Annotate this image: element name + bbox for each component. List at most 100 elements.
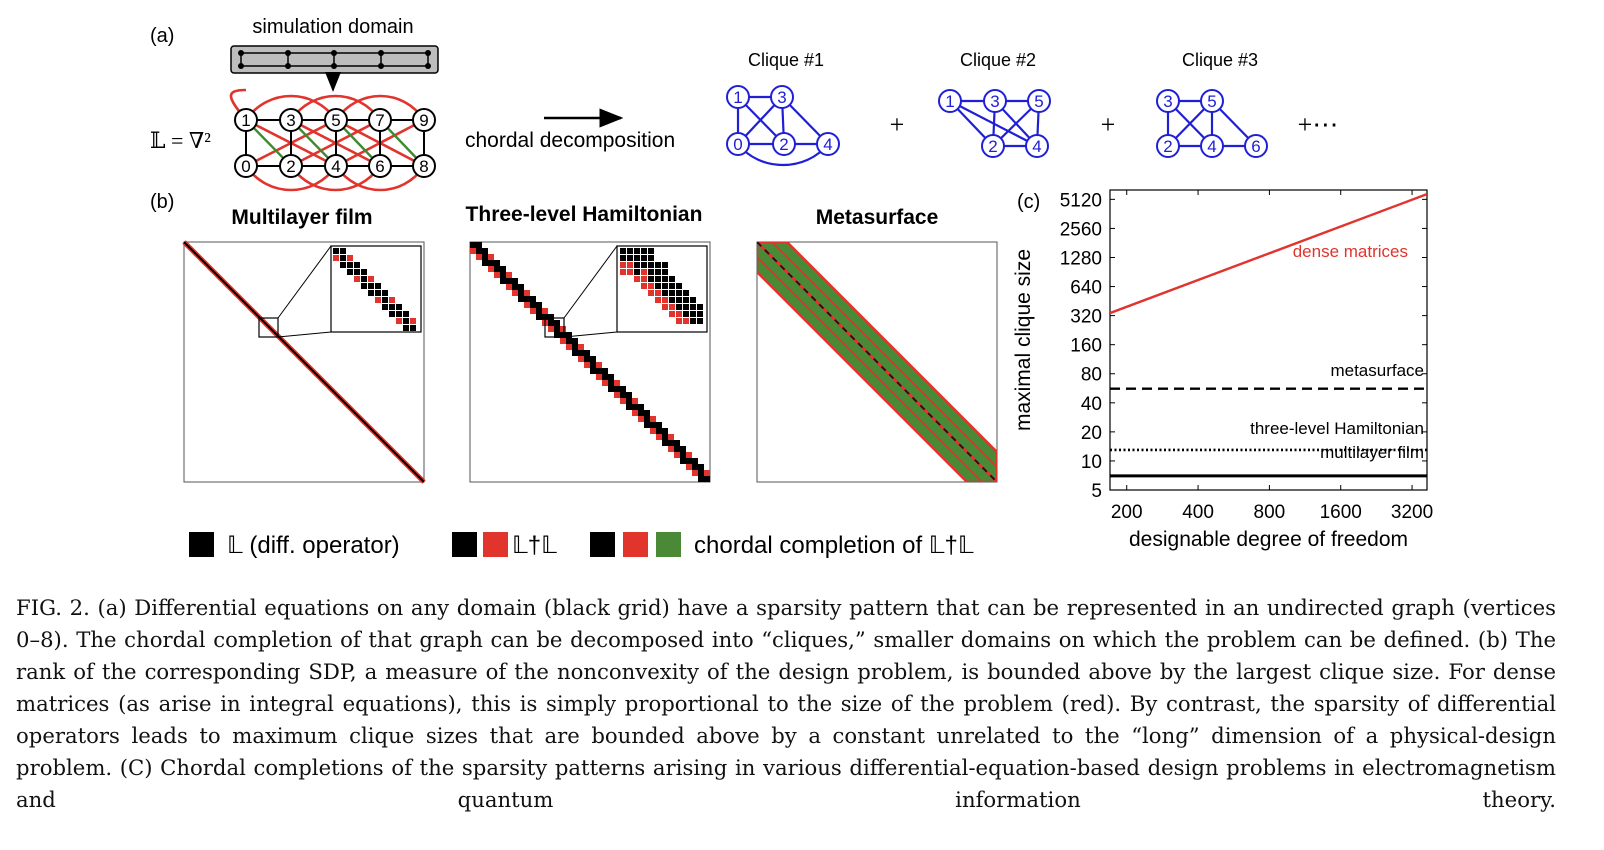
matrix-cell <box>512 278 518 284</box>
inset-cell <box>382 304 388 310</box>
inset-cell <box>655 276 661 282</box>
inset-cell <box>655 283 661 289</box>
matrix-cell <box>662 428 668 434</box>
svg-text:3: 3 <box>777 88 786 107</box>
clique-node: 2 <box>1156 134 1180 158</box>
matrix-cell <box>644 410 650 416</box>
matrix-cell <box>482 248 488 254</box>
matrix-cell <box>566 332 572 338</box>
chordal-decomposition-arrow: chordal decomposition <box>465 108 675 152</box>
matrix-cell <box>500 272 506 278</box>
inset-cell <box>662 290 668 296</box>
inset-cell <box>641 255 647 261</box>
svg-text:5: 5 <box>1207 92 1216 111</box>
matrix-cell <box>506 278 512 284</box>
inset-cell <box>669 297 675 303</box>
inset-cell <box>410 325 416 331</box>
inset-cell <box>375 283 381 289</box>
y-tick-label: 20 <box>1081 423 1102 444</box>
matrix-cell <box>518 284 524 290</box>
matrix-cell <box>686 452 692 458</box>
svg-text:8: 8 <box>419 157 428 176</box>
inset-cell <box>410 318 416 324</box>
inset-cell <box>641 262 647 268</box>
clique-title: Clique #3 <box>1182 50 1258 70</box>
inset-cell <box>683 304 689 310</box>
svg-text:3: 3 <box>286 111 295 130</box>
inset-cell <box>662 262 668 268</box>
inset-cell <box>627 248 633 254</box>
matrix-cell <box>668 440 674 446</box>
inset-cell <box>620 269 626 275</box>
matrix-cell <box>674 446 680 452</box>
inset-cell <box>676 297 682 303</box>
y-tick-label: 80 <box>1081 365 1102 386</box>
y-tick-label: 1280 <box>1060 248 1102 269</box>
matrix-cell <box>578 356 584 362</box>
matrix-cell <box>512 284 518 290</box>
inset-cell <box>347 262 353 268</box>
svg-text:5: 5 <box>1034 92 1043 111</box>
y-axis-label: maximal clique size <box>1012 249 1035 431</box>
matrix-cell <box>536 314 542 320</box>
inset-cell <box>655 297 661 303</box>
matrix-cell <box>704 476 710 482</box>
clique-node: 3 <box>1156 89 1180 113</box>
inset-cell <box>676 318 682 324</box>
matrix-cell <box>482 260 488 266</box>
inset-cell <box>697 318 703 324</box>
inset-cell <box>396 304 402 310</box>
legend-item-ltl: 𝕃†𝕃 <box>512 532 557 559</box>
matrix-cell <box>698 476 704 482</box>
y-tick-label: 2560 <box>1060 219 1102 240</box>
graph-node: 3 <box>279 108 303 132</box>
inset-cell <box>634 255 640 261</box>
inset-cell <box>403 318 409 324</box>
matrix-cell <box>566 344 572 350</box>
graph-node: 8 <box>412 154 436 178</box>
matrix-cell <box>638 404 644 410</box>
matrix-cell <box>668 434 674 440</box>
matrix-cell <box>590 356 596 362</box>
panel-c: (c) 5 10 20 40 80 160 320 640 1280 2560 5120 200 400… <box>1012 189 1433 551</box>
inset-cell <box>375 297 381 303</box>
matrix-cell <box>626 392 632 398</box>
panel-b-label: (b) <box>150 191 174 213</box>
inset-cell <box>340 262 346 268</box>
series-label: metasurface <box>1330 361 1424 380</box>
matrix-cell <box>602 380 608 386</box>
clique-node: 5 <box>1200 89 1224 113</box>
inset-cell <box>683 318 689 324</box>
svg-text:5: 5 <box>331 111 340 130</box>
clique-1: Clique #1 1 3 0 2 4 <box>726 50 840 166</box>
simulation-domain-label: simulation domain <box>252 16 413 38</box>
inset-cell <box>620 255 626 261</box>
legend: 𝕃 (diff. operator) 𝕃†𝕃 chordal completio… <box>189 532 974 559</box>
matrix-cell <box>530 308 536 314</box>
panel-b: (b) Multilayer film Three-level Hamilton… <box>150 191 998 559</box>
y-tick-label: 10 <box>1081 452 1102 473</box>
y-tick-label: 5120 <box>1060 190 1102 211</box>
clique-size-chart: 5 10 20 40 80 160 320 640 1280 2560 5120 200 400 800 1… <box>1012 189 1433 551</box>
matrix-cell <box>632 410 638 416</box>
matrix-cell <box>656 422 662 428</box>
matrix-cell <box>488 260 494 266</box>
inset-cell <box>655 262 661 268</box>
legend-item-chordal: chordal completion of 𝕃†𝕃 <box>694 532 974 559</box>
matrix-cell <box>542 308 548 314</box>
inset-cell <box>361 283 367 289</box>
inset-cell <box>382 297 388 303</box>
inset-cell <box>648 283 654 289</box>
matrix-cell <box>506 272 512 278</box>
figure-2: (a) simulation domain 𝕃 = ∇² <box>150 16 1433 559</box>
inset-cell <box>368 290 374 296</box>
matrix-cell <box>560 332 566 338</box>
inset-cell <box>648 290 654 296</box>
matrix-cell <box>620 392 626 398</box>
y-tick-label: 40 <box>1081 394 1102 415</box>
series-label: multilayer film <box>1320 443 1424 462</box>
operator-equation: 𝕃 = ∇² <box>150 128 211 153</box>
matrix-cell <box>536 308 542 314</box>
matrix-cell <box>692 464 698 470</box>
svg-text:7: 7 <box>375 111 384 130</box>
